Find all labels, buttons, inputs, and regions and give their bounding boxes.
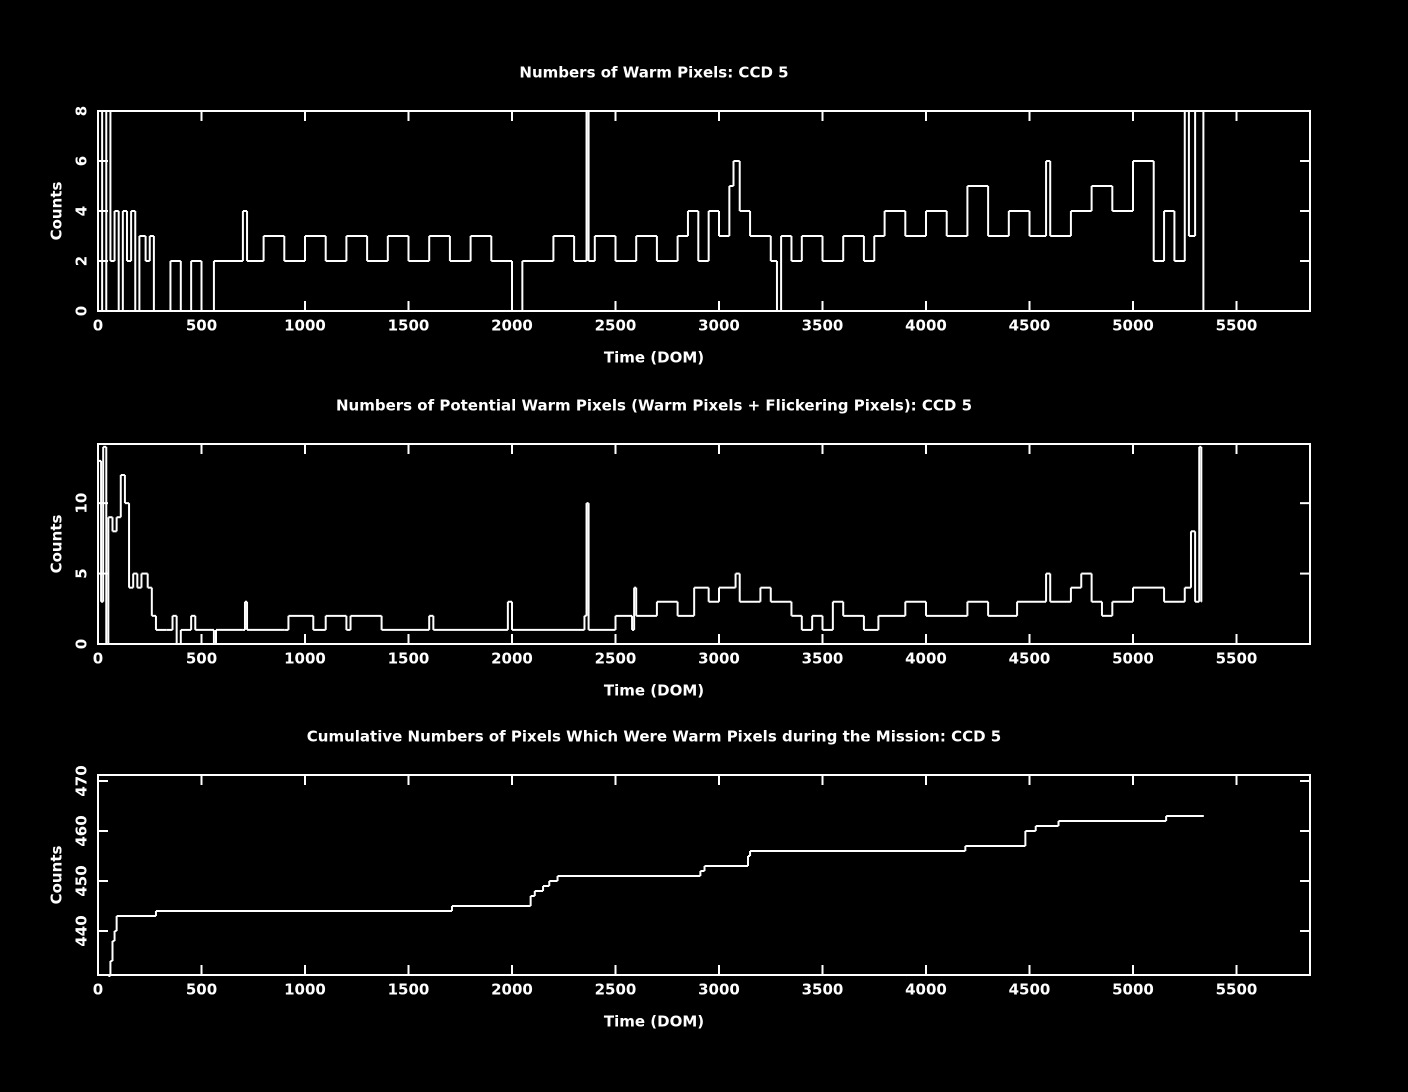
y-tick-label: 0 [73, 306, 91, 316]
x-tick-label: 5000 [1112, 981, 1154, 999]
x-tick-label: 4000 [905, 317, 947, 335]
x-tick-label: 1500 [388, 981, 430, 999]
x-tick-label: 0 [93, 317, 103, 335]
x-tick-label: 5000 [1112, 317, 1154, 335]
x-tick-label: 2000 [491, 317, 533, 335]
x-tick-label: 2000 [491, 650, 533, 668]
y-tick-label: 6 [73, 156, 91, 166]
plot-frame [97, 774, 1311, 976]
x-axis-label: Time (DOM) [604, 349, 704, 367]
y-axis-label: Counts [48, 515, 66, 574]
y-tick-label: 2 [73, 256, 91, 266]
x-tick-label: 3000 [698, 981, 740, 999]
x-tick-label: 3000 [698, 317, 740, 335]
x-tick-label: 4500 [1009, 317, 1051, 335]
x-tick-label: 4000 [905, 981, 947, 999]
x-tick-label: 2500 [595, 650, 637, 668]
x-tick-label: 5500 [1216, 317, 1258, 335]
x-tick-label: 3500 [802, 981, 844, 999]
x-tick-label: 2500 [595, 317, 637, 335]
chart-title: Cumulative Numbers of Pixels Which Were … [307, 728, 1001, 746]
y-tick-label: 10 [73, 493, 91, 514]
y-axis-label: Counts [48, 846, 66, 905]
x-tick-label: 3000 [698, 650, 740, 668]
x-tick-label: 4500 [1009, 650, 1051, 668]
x-tick-label: 3500 [802, 650, 844, 668]
y-tick-label: 440 [73, 915, 91, 946]
y-tick-label: 4 [73, 206, 91, 216]
x-tick-label: 5000 [1112, 650, 1154, 668]
x-tick-label: 1000 [284, 317, 326, 335]
x-tick-label: 4000 [905, 650, 947, 668]
x-tick-label: 500 [186, 650, 217, 668]
chart-title: Numbers of Warm Pixels: CCD 5 [519, 64, 788, 82]
x-tick-label: 3500 [802, 317, 844, 335]
x-tick-label: 1000 [284, 650, 326, 668]
x-tick-label: 1500 [388, 317, 430, 335]
y-tick-label: 0 [73, 639, 91, 649]
y-tick-label: 8 [73, 106, 91, 116]
chart-title: Numbers of Potential Warm Pixels (Warm P… [336, 397, 972, 415]
x-tick-label: 1500 [388, 650, 430, 668]
y-axis-label: Counts [48, 182, 66, 241]
x-axis-label: Time (DOM) [604, 1013, 704, 1031]
plot-frame [97, 110, 1311, 312]
y-tick-label: 470 [73, 765, 91, 796]
x-tick-label: 5500 [1216, 650, 1258, 668]
y-tick-label: 5 [73, 568, 91, 578]
x-tick-label: 4500 [1009, 981, 1051, 999]
y-tick-label: 460 [73, 815, 91, 846]
x-tick-label: 500 [186, 981, 217, 999]
x-tick-label: 2500 [595, 981, 637, 999]
x-tick-label: 500 [186, 317, 217, 335]
x-tick-label: 5500 [1216, 981, 1258, 999]
x-tick-label: 0 [93, 981, 103, 999]
x-tick-label: 1000 [284, 981, 326, 999]
x-axis-label: Time (DOM) [604, 682, 704, 700]
plot-frame [97, 443, 1311, 645]
x-tick-label: 0 [93, 650, 103, 668]
y-tick-label: 450 [73, 865, 91, 896]
x-tick-label: 2000 [491, 981, 533, 999]
